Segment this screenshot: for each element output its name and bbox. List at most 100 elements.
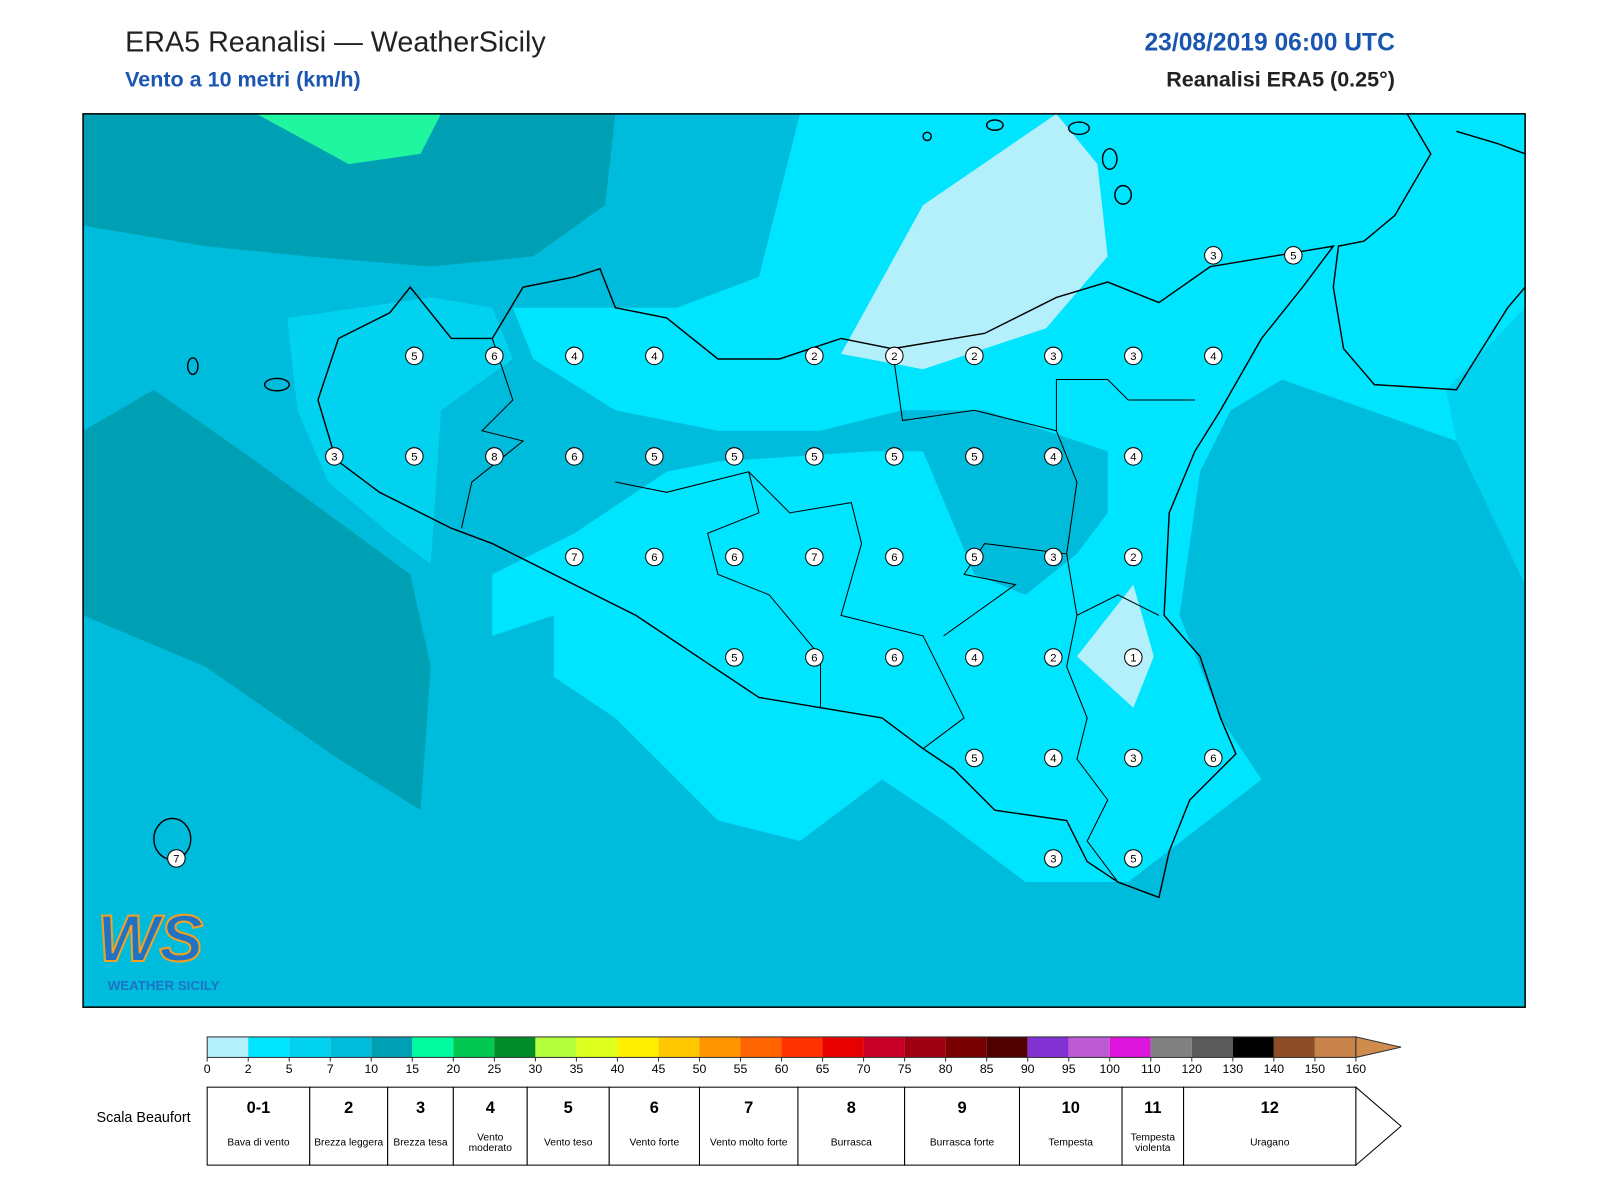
beaufort-name: Brezza leggera bbox=[314, 1137, 384, 1149]
colorbar-cell bbox=[1109, 1036, 1151, 1058]
beaufort-desc-box: Vento moderato bbox=[469, 1133, 512, 1154]
beaufort-name: Uragano bbox=[1250, 1137, 1290, 1149]
subtitle: Vento a 10 metri (km/h) bbox=[125, 68, 361, 92]
beaufort-label: Scala Beaufort bbox=[97, 1110, 191, 1126]
beaufort-desc-box: Uragano bbox=[1250, 1137, 1290, 1149]
wind-point-marker bbox=[1044, 346, 1063, 366]
field bbox=[83, 389, 431, 811]
colorbar-cell bbox=[1150, 1036, 1192, 1058]
colorbar-tick-label: 25 bbox=[488, 1062, 502, 1076]
wind-point-marker bbox=[1204, 748, 1223, 768]
wind-point-value: 1 bbox=[1130, 652, 1136, 664]
wind-point-value: 6 bbox=[811, 652, 817, 664]
colorbar-cell bbox=[945, 1036, 987, 1058]
province-borders bbox=[461, 338, 1195, 883]
beaufort-cell bbox=[698, 1086, 799, 1166]
wind-point-marker bbox=[965, 447, 984, 466]
wind-point-marker bbox=[325, 447, 344, 466]
beaufort-scale: 0-1 Bava di vento 2 Brezza leggera 3 Brezza t… bbox=[206, 1086, 1402, 1167]
wind-point-marker bbox=[645, 447, 664, 466]
wind-point-value: 3 bbox=[1050, 853, 1056, 865]
wind-point-value: 4 bbox=[1130, 451, 1136, 463]
wind-point-marker bbox=[405, 346, 424, 366]
colorbar-cell bbox=[535, 1036, 577, 1058]
wind-point-value: 5 bbox=[1290, 250, 1296, 262]
colorbar-tick-label: 40 bbox=[611, 1062, 625, 1076]
beaufort-cell bbox=[206, 1086, 311, 1166]
beaufort-desc-box: Bava di vento bbox=[227, 1138, 289, 1148]
colorbar-cell bbox=[330, 1036, 372, 1058]
wind-point-value: 7 bbox=[173, 853, 179, 865]
wind-point-marker bbox=[1284, 246, 1303, 265]
beaufort-desc-box: Brezza tesa bbox=[393, 1138, 447, 1148]
wind-point-marker bbox=[805, 648, 824, 667]
colorbar-cell bbox=[658, 1036, 700, 1058]
title: ERA5 Reanalisi — WeatherSicily bbox=[125, 27, 546, 59]
wind-point-value: 7 bbox=[811, 552, 817, 564]
wind-point-marker bbox=[645, 547, 664, 567]
colorbar-cell bbox=[904, 1036, 946, 1058]
beaufort-cell bbox=[1018, 1086, 1123, 1166]
colorbar-cell bbox=[248, 1036, 290, 1058]
colorbar-cell bbox=[699, 1036, 741, 1058]
beaufort-force: 8 bbox=[847, 1099, 856, 1117]
beaufort-desc-box: Brezza leggera bbox=[314, 1137, 384, 1149]
colorbar-cell bbox=[740, 1036, 782, 1058]
coastline bbox=[153, 113, 1526, 899]
colorbar-tick-label: 10 bbox=[364, 1062, 378, 1076]
beaufort-name: Vento teso bbox=[543, 1137, 593, 1149]
wind-point-marker bbox=[1124, 849, 1143, 868]
wind-point-value: 3 bbox=[1130, 753, 1136, 765]
wind-point-value: 5 bbox=[811, 451, 817, 463]
wind-point-value: 4 bbox=[651, 351, 657, 363]
wind-point-value: 2 bbox=[1050, 652, 1056, 664]
wind-point-value: 6 bbox=[1210, 753, 1216, 765]
wind-point-value: 4 bbox=[971, 652, 977, 664]
source: Reanalisi ERA5 (0.25°) bbox=[1166, 68, 1395, 92]
wind-point-marker bbox=[1124, 547, 1143, 567]
beaufort-name: Tempesta bbox=[1048, 1137, 1093, 1149]
colorbar-tick-label: 45 bbox=[652, 1062, 666, 1076]
wind-point-marker bbox=[167, 849, 186, 868]
field bbox=[287, 297, 513, 565]
wind-point-marker bbox=[565, 547, 584, 567]
colorbar: 0 2 5 7 10 15 20 25 30 35 40 45 50 55 60 65 70 75 80 85 90 95… bbox=[204, 1036, 1402, 1076]
beaufort-force: 3 bbox=[416, 1099, 425, 1117]
colorbar-cell bbox=[1068, 1036, 1110, 1058]
field bbox=[1076, 584, 1154, 708]
colorbar-tick-label: 130 bbox=[1223, 1062, 1244, 1076]
wind-point-value: 6 bbox=[651, 552, 657, 564]
colorbar-tick-label: 120 bbox=[1182, 1062, 1203, 1076]
wind-point-value: 2 bbox=[811, 351, 817, 363]
beaufort-cell bbox=[1121, 1086, 1185, 1166]
wind-point-marker bbox=[1044, 547, 1063, 567]
wind-point-marker bbox=[725, 648, 744, 667]
colorbar-tick-label: 160 bbox=[1346, 1062, 1367, 1076]
beaufort-name: Tempesta violenta bbox=[1130, 1132, 1176, 1154]
wind-point-marker bbox=[485, 346, 504, 366]
colorbar-cell bbox=[822, 1036, 864, 1058]
wind-point-value: 3 bbox=[1130, 351, 1136, 363]
beaufort-cell bbox=[904, 1086, 1020, 1166]
wind-point-marker bbox=[405, 447, 424, 466]
beaufort-cell bbox=[1183, 1086, 1357, 1166]
wind-point-value: 6 bbox=[571, 451, 577, 463]
colorbar-tick-label: 150 bbox=[1305, 1062, 1326, 1076]
field bbox=[83, 113, 616, 267]
wind-point-value: 5 bbox=[1130, 853, 1136, 865]
beaufort-force: 9 bbox=[957, 1099, 966, 1117]
wind-point-marker bbox=[565, 447, 584, 466]
wind-point-value: 2 bbox=[891, 351, 897, 363]
wind-point-marker bbox=[805, 346, 824, 366]
beaufort-name: Burrasca forte bbox=[929, 1137, 995, 1149]
colorbar-tick-label: 5 bbox=[286, 1062, 293, 1076]
field bbox=[256, 113, 442, 165]
wind-point-marker bbox=[1204, 346, 1223, 366]
beaufort-cell bbox=[387, 1086, 454, 1166]
colorbar-cell bbox=[617, 1036, 659, 1058]
beaufort-name: Vento forte bbox=[629, 1137, 680, 1149]
colorbar-tick-label: 70 bbox=[857, 1062, 871, 1076]
wind-point-marker bbox=[1124, 748, 1143, 768]
colorbar-tick-label: 60 bbox=[775, 1062, 789, 1076]
